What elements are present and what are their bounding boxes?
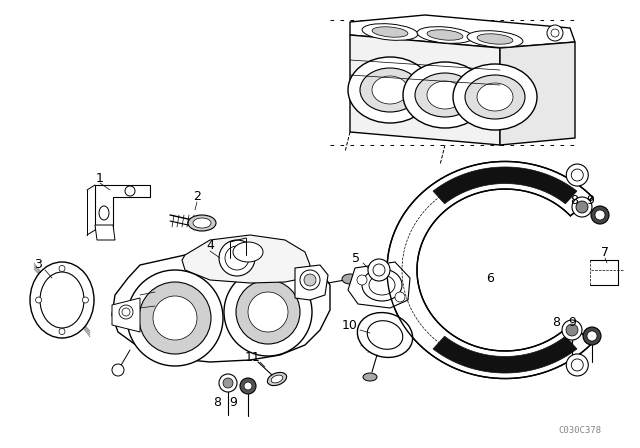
Circle shape [36,297,42,303]
Polygon shape [112,255,330,362]
Polygon shape [95,185,150,230]
Ellipse shape [348,57,432,123]
Circle shape [591,206,609,224]
Circle shape [59,266,65,271]
Circle shape [357,275,367,285]
Circle shape [368,259,390,281]
Circle shape [244,382,252,390]
Ellipse shape [236,280,300,344]
Ellipse shape [40,272,84,328]
Polygon shape [348,262,410,308]
Text: 3: 3 [34,258,42,271]
Circle shape [219,374,237,392]
Circle shape [83,297,88,303]
Text: 9: 9 [229,396,237,409]
Polygon shape [112,298,140,332]
Polygon shape [433,336,577,373]
Ellipse shape [271,375,283,383]
Polygon shape [295,265,328,300]
Ellipse shape [427,81,463,109]
Circle shape [587,331,597,341]
Circle shape [583,327,601,345]
Ellipse shape [453,64,537,130]
Polygon shape [95,225,115,240]
Polygon shape [387,161,593,379]
Ellipse shape [248,292,288,332]
Ellipse shape [360,68,420,112]
Circle shape [125,186,135,196]
Circle shape [562,320,582,340]
Ellipse shape [188,215,216,231]
Circle shape [59,328,65,335]
Polygon shape [433,167,577,204]
Circle shape [576,201,588,213]
Text: 8: 8 [552,315,560,328]
Polygon shape [182,235,310,283]
Circle shape [572,359,583,371]
Text: 5: 5 [352,251,360,264]
Text: 7: 7 [601,246,609,258]
Ellipse shape [233,242,263,262]
Circle shape [112,364,124,376]
Ellipse shape [369,275,395,295]
Text: 2: 2 [193,190,201,202]
Ellipse shape [127,270,223,366]
Polygon shape [500,42,575,145]
Ellipse shape [477,83,513,111]
Ellipse shape [465,75,525,119]
Circle shape [572,197,592,217]
Ellipse shape [193,218,211,228]
Circle shape [304,274,316,286]
Text: 4: 4 [206,238,214,251]
Ellipse shape [363,373,377,381]
Text: 10: 10 [342,319,358,332]
Circle shape [240,378,256,394]
Text: 9: 9 [586,194,594,207]
Ellipse shape [30,262,94,338]
Ellipse shape [224,268,312,356]
Ellipse shape [362,269,402,301]
Ellipse shape [362,24,418,40]
Ellipse shape [403,62,487,128]
Ellipse shape [477,34,513,44]
Ellipse shape [99,206,109,220]
Text: C030C378: C030C378 [559,426,602,435]
Circle shape [119,305,133,319]
Circle shape [225,246,249,270]
Text: 8: 8 [570,194,578,207]
Text: 8: 8 [213,396,221,409]
Ellipse shape [427,30,463,40]
Ellipse shape [372,27,408,37]
Ellipse shape [415,73,475,117]
Circle shape [223,378,233,388]
Polygon shape [350,35,500,145]
Ellipse shape [153,296,197,340]
Ellipse shape [139,282,211,354]
Ellipse shape [467,30,523,47]
Text: 11: 11 [245,350,261,363]
Circle shape [395,292,405,302]
Ellipse shape [417,27,473,43]
Ellipse shape [268,372,287,386]
Text: 9: 9 [568,315,576,328]
Circle shape [566,354,588,376]
Ellipse shape [342,274,358,284]
Circle shape [566,164,588,186]
Polygon shape [350,15,575,48]
Text: 1: 1 [96,172,104,185]
Text: 6: 6 [486,271,494,284]
Circle shape [572,169,583,181]
Circle shape [300,270,320,290]
Ellipse shape [357,313,413,358]
Ellipse shape [367,321,403,349]
Circle shape [595,210,605,220]
Circle shape [373,264,385,276]
Circle shape [547,25,563,41]
Circle shape [566,324,578,336]
Ellipse shape [372,76,408,104]
Circle shape [219,240,255,276]
